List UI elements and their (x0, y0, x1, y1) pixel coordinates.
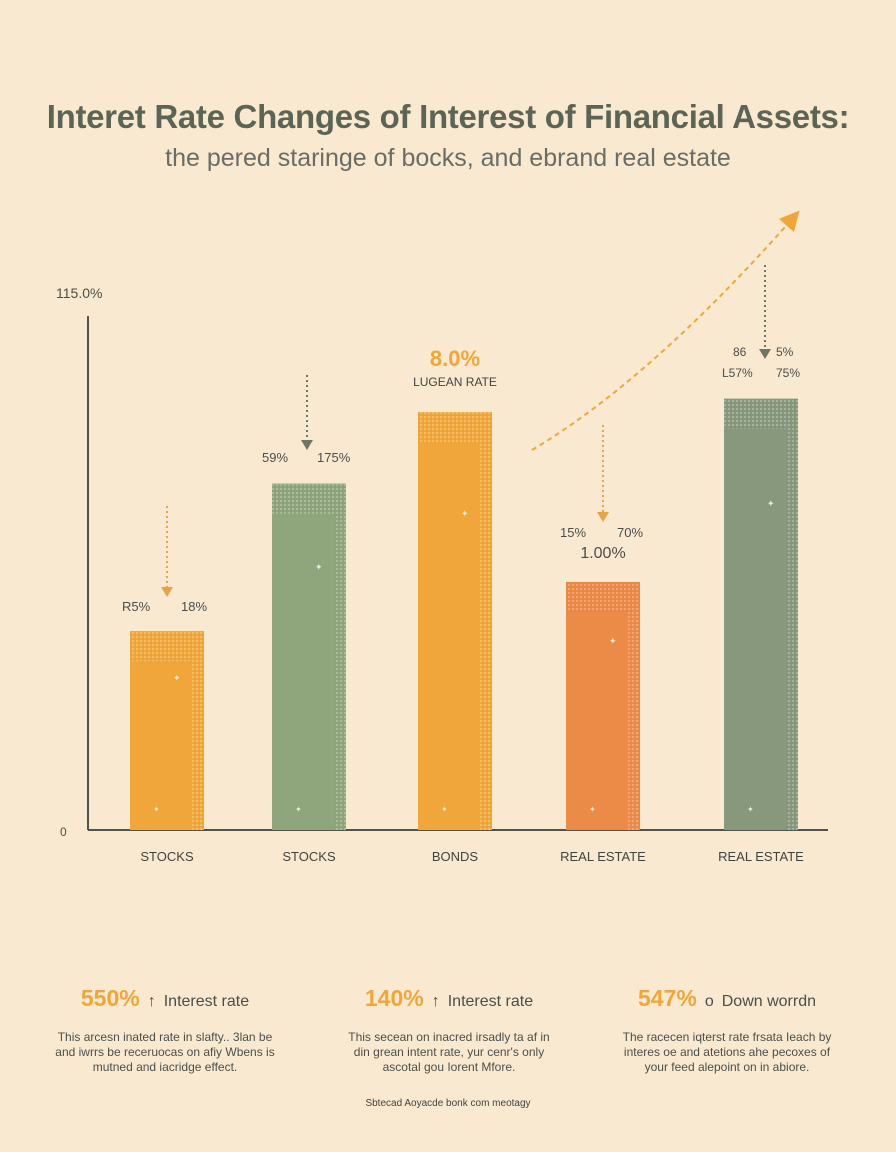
stat-value: 550% (80, 985, 140, 1011)
stat-description: This secean on inacred irsadly ta af in … (314, 1030, 584, 1075)
sparkle: ✦ (461, 509, 469, 519)
bar-2: ✦✦ (272, 483, 346, 830)
sparkle: ✦ (747, 805, 754, 814)
desc-line: This arcesn inated rate in slafty.. 3lan… (57, 1030, 273, 1044)
stat-description: This arcesn inated rate in slafty.. 3lan… (30, 1030, 300, 1075)
bar-edge-texture (192, 661, 204, 830)
desc-line: This secean on inacred irsadly ta af in (348, 1030, 550, 1044)
stat-label: Down worrdn (721, 993, 816, 1010)
data-label: 8.0% (430, 346, 480, 371)
desc-line: interes oe and atetions ahe pecoxes of (623, 1045, 831, 1059)
x-tick-label: REAL ESTATE (560, 849, 646, 864)
data-label: R5% (122, 599, 151, 614)
stat-label: Interest rate (447, 993, 534, 1010)
desc-line: and iwrrs be receruocas on afiy Wbens is (55, 1045, 275, 1059)
stat-description: The racecen iqterst rate frsata Ieach by… (592, 1030, 862, 1075)
sparkle: ✦ (589, 805, 596, 814)
stat-symbol: ↑ (431, 993, 440, 1010)
chart-subtitle: the pered staringe of bocks, and ebrand … (165, 144, 731, 172)
bar (130, 631, 204, 830)
bar-5: ✦✦ (724, 398, 798, 830)
sparkle: ✦ (767, 499, 775, 509)
desc-line: your feed alepoint on in abiore. (644, 1060, 810, 1074)
data-label: LUGEAN RATE (413, 375, 497, 389)
data-label: L57% (722, 366, 753, 380)
footer-stat-2: 140% ↑ Interest rate This secean on inac… (314, 985, 584, 1075)
source-note: Sbtecad Aoyacde bonk com meotagy (365, 1098, 531, 1109)
bar-1: ✦✦ (130, 631, 204, 830)
sparkle: ✦ (173, 673, 181, 683)
x-tick-label: STOCKS (140, 849, 194, 864)
desc-line: din grean intent rate, yur cenr's only (353, 1045, 545, 1059)
x-tick-label: BONDS (432, 849, 479, 864)
x-tick-label: REAL ESTATE (718, 849, 804, 864)
bar (724, 398, 798, 830)
down-arrow-head (161, 587, 173, 597)
bar (418, 412, 492, 830)
bar-edge-texture (334, 513, 346, 830)
data-label: 75% (776, 366, 800, 380)
sparkle: ✦ (441, 805, 448, 814)
data-label: 70% (617, 525, 643, 540)
stat-symbol: ↑ (147, 993, 156, 1010)
bar (566, 581, 640, 830)
bar-3: ✦✦ (418, 412, 492, 830)
footer-stat-1: 550% ↑ Interest rate This arcesn inated … (30, 985, 300, 1075)
bar-chart: 115.0%0 ✦✦STOCKS✦✦STOCKS✦✦BONDS✦✦REAL ES… (56, 210, 828, 864)
desc-line: The racecen iqterst rate frsata Ieach by (622, 1030, 832, 1044)
desc-line: mutned and iacridge effect. (92, 1060, 238, 1074)
bar-edge-texture (628, 611, 640, 830)
bar (272, 483, 346, 830)
bar-cap-texture (130, 631, 204, 662)
x-tick-label: STOCKS (282, 849, 336, 864)
data-label: 1.00% (580, 545, 625, 562)
stat-value: 140% (364, 985, 424, 1011)
stat-label: Interest rate (163, 993, 250, 1010)
sparkle: ✦ (315, 562, 323, 572)
y-tick-label: 115.0% (56, 285, 102, 301)
bar-cap-texture (418, 412, 492, 443)
stat-value: 547% (638, 985, 697, 1011)
bar-cap-texture (724, 398, 798, 429)
desc-line: ascotal gou Iorent Mfore. (382, 1060, 516, 1074)
data-label: 15% (560, 525, 586, 540)
data-label: 5% (776, 345, 794, 359)
bar-cap-texture (272, 483, 346, 514)
sparkle: ✦ (295, 805, 302, 814)
data-label: 59% (262, 450, 288, 465)
data-label: 18% (181, 599, 207, 614)
down-arrow-head (301, 440, 313, 450)
sparkle: ✦ (609, 636, 617, 646)
sparkle: ✦ (153, 805, 160, 814)
trend-up-arrow (531, 210, 800, 451)
bar-edge-texture (786, 428, 798, 830)
down-arrow-head (759, 349, 771, 359)
y-tick-label: 0 (60, 825, 67, 839)
bar-4: ✦✦ (566, 581, 640, 830)
bar-edge-texture (480, 442, 492, 830)
bar-cap-texture (566, 581, 640, 612)
down-arrow-head (597, 512, 609, 522)
stat-symbol: o (704, 993, 714, 1010)
chart-title: Interet Rate Changes of Interest of Fina… (46, 98, 850, 135)
data-label: 86 (733, 345, 747, 359)
footer-stat-3: 547% o Down worrdn The racecen iqterst r… (592, 985, 862, 1075)
data-label: 175% (317, 450, 351, 465)
